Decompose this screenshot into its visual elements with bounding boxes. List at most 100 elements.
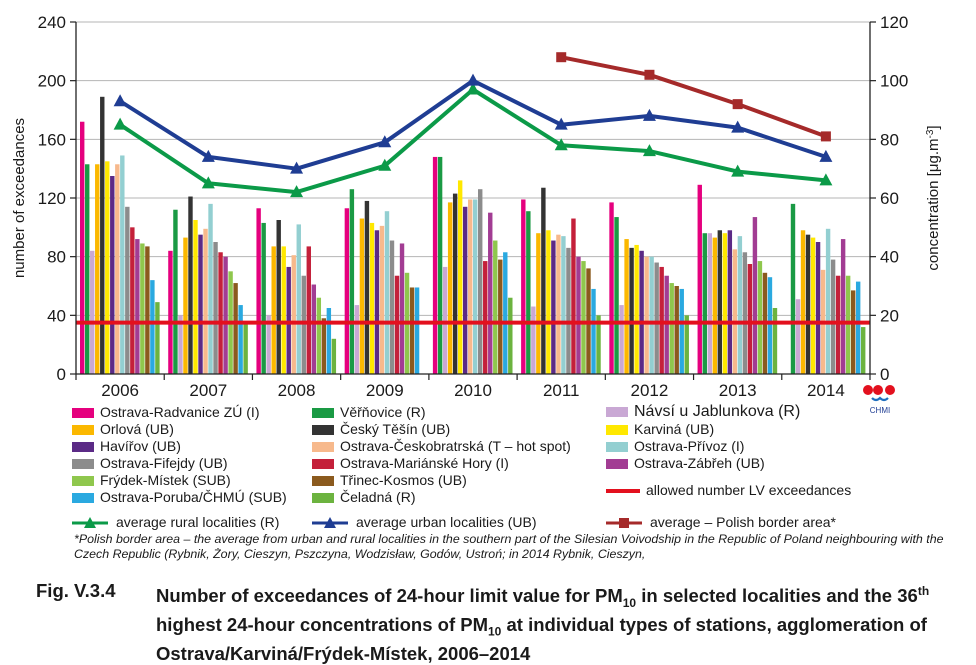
bar	[591, 288, 596, 374]
x-tick-label: 2011	[543, 381, 580, 400]
bar	[208, 203, 213, 374]
bar	[674, 286, 679, 374]
bar	[193, 220, 198, 374]
bar	[80, 121, 85, 374]
bar	[581, 261, 586, 374]
bars	[80, 96, 866, 375]
bar	[364, 200, 370, 374]
bar	[384, 211, 390, 374]
line-point	[201, 149, 215, 162]
average-lines	[113, 52, 833, 198]
bar	[478, 189, 483, 374]
bar	[644, 256, 649, 374]
bar	[614, 217, 619, 374]
bar	[447, 202, 453, 374]
bar	[825, 228, 831, 374]
bar	[712, 237, 718, 374]
bar	[203, 228, 208, 374]
x-tick-label: 2007	[189, 381, 227, 400]
bar	[840, 239, 846, 374]
bar	[541, 187, 546, 374]
line-point	[819, 173, 833, 186]
line-point	[113, 117, 127, 130]
x-tick-label: 2014	[807, 381, 845, 400]
y-right-axis-label: concentration [μg.m-3]	[925, 125, 943, 270]
bar	[526, 211, 531, 374]
bar	[326, 308, 332, 374]
bar	[609, 202, 614, 374]
bar	[669, 283, 674, 374]
bar	[409, 287, 415, 374]
bar	[145, 246, 150, 374]
bar	[457, 180, 463, 374]
bar	[359, 218, 365, 374]
y-right-tick-label: 40	[880, 248, 899, 267]
bar	[722, 233, 728, 374]
line-point	[466, 82, 480, 95]
bar	[321, 318, 327, 374]
chmi-logo-text: CHMI	[870, 406, 890, 415]
bar	[198, 234, 203, 374]
bar	[737, 236, 743, 374]
bar	[800, 230, 806, 374]
line-point	[113, 94, 127, 107]
average-series-line	[560, 55, 827, 139]
bar	[664, 275, 669, 374]
y-left-tick-label: 80	[47, 248, 66, 267]
bar	[571, 218, 576, 374]
x-tick-label: 2013	[719, 381, 757, 400]
bar	[379, 225, 385, 374]
line-point	[732, 99, 743, 110]
bar	[536, 233, 541, 374]
bar	[684, 315, 689, 374]
bar	[508, 297, 513, 374]
bar	[503, 252, 508, 374]
bar	[168, 250, 173, 374]
bar	[354, 305, 360, 374]
bar	[752, 217, 758, 374]
bar	[531, 306, 536, 374]
bar	[344, 208, 350, 374]
bar	[291, 255, 296, 374]
y-right-tick-label: 120	[880, 13, 908, 32]
bar	[757, 261, 763, 374]
average-series-line	[118, 87, 827, 195]
bar	[238, 305, 243, 374]
bar	[271, 246, 276, 374]
line-point	[642, 108, 656, 121]
bar	[742, 252, 748, 374]
bar	[566, 247, 571, 374]
bar	[493, 240, 498, 374]
caption-prefix: Fig. V.3.4	[36, 580, 116, 601]
bar	[452, 193, 458, 374]
bar	[183, 237, 188, 374]
bar	[150, 280, 155, 374]
bar	[213, 242, 218, 374]
y-right-tick-label: 20	[880, 306, 899, 325]
bar	[488, 212, 493, 374]
bar	[218, 252, 223, 374]
line-point	[554, 117, 568, 130]
bar	[306, 246, 311, 374]
bar	[188, 196, 193, 374]
y-left-tick-label: 240	[38, 13, 66, 32]
footnote: *Polish border area – the average from u…	[74, 532, 944, 561]
bar	[261, 222, 266, 374]
bar	[414, 287, 420, 374]
bar	[331, 338, 337, 374]
bar	[125, 206, 130, 374]
bar	[399, 243, 405, 374]
bar	[301, 275, 306, 374]
bar	[732, 249, 738, 374]
line-point	[731, 120, 745, 133]
line-point	[201, 176, 215, 189]
bar	[110, 176, 115, 374]
bar	[805, 234, 811, 374]
bar	[717, 230, 723, 374]
y-left-tick-label: 40	[47, 306, 66, 325]
bar	[855, 281, 861, 374]
bar	[437, 156, 443, 374]
bar	[596, 315, 601, 374]
x-tick-label: 2009	[366, 381, 404, 400]
bar	[702, 233, 707, 374]
